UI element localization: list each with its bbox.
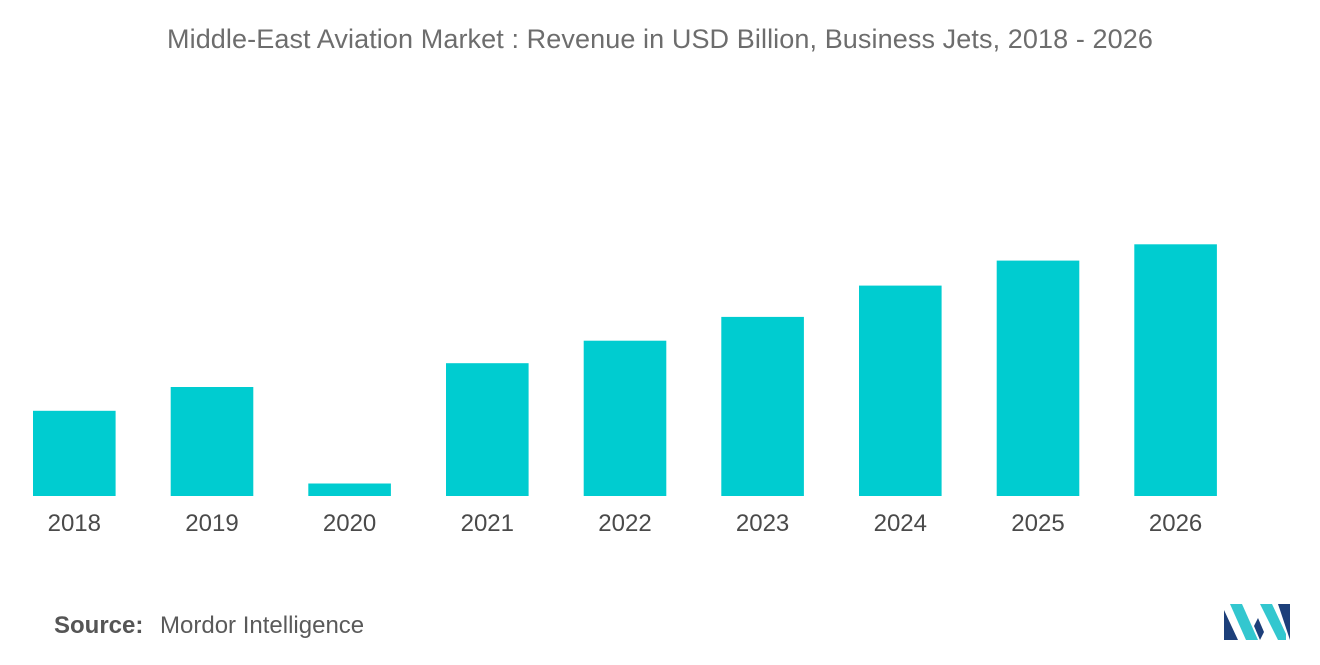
bar-2022 — [583, 340, 667, 496]
bar-2020 — [308, 483, 391, 496]
logo-shape-2 — [1230, 604, 1258, 640]
logo-shape-1 — [1224, 610, 1238, 640]
logo-shape-4 — [1260, 604, 1286, 640]
x-tick-label-2023: 2023 — [736, 510, 789, 537]
chart-title: Middle-East Aviation Market : Revenue in… — [167, 24, 1153, 54]
x-tick-label-2026: 2026 — [1149, 510, 1202, 537]
bar-2026 — [1134, 244, 1217, 496]
bar-2018 — [33, 410, 116, 496]
logo-shape-3 — [1254, 618, 1264, 640]
x-tick-labels: 2018 2019 2020 2021 2022 2023 2024 2025 2026 — [48, 510, 1203, 537]
x-tick-label-2018: 2018 — [48, 510, 101, 537]
mordor-intelligence-logo-icon — [1224, 604, 1290, 640]
source-label: Source: — [54, 612, 144, 639]
source-value: Mordor Intelligence — [160, 612, 365, 639]
logo-shape-5 — [1278, 604, 1290, 640]
bar-2021 — [446, 363, 529, 496]
x-tick-label-2024: 2024 — [874, 510, 927, 537]
source-line: Source: Mordor Intelligence — [54, 612, 364, 640]
bar-2024 — [859, 285, 942, 496]
x-tick-label-2020: 2020 — [323, 510, 376, 537]
x-tick-label-2025: 2025 — [1011, 510, 1064, 537]
x-tick-label-2019: 2019 — [185, 510, 238, 537]
bar-2023 — [721, 316, 804, 496]
bar-2019 — [170, 387, 254, 496]
bar-2025 — [996, 260, 1080, 496]
x-tick-label-2021: 2021 — [461, 510, 514, 537]
bars-group — [33, 244, 1217, 496]
x-tick-label-2022: 2022 — [598, 510, 651, 537]
